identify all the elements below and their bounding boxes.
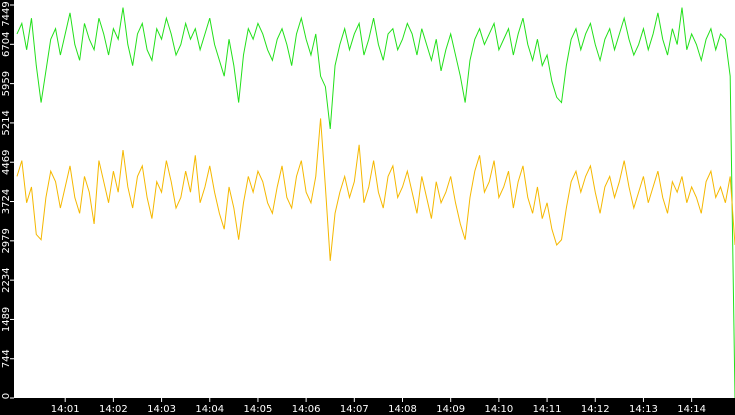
x-tick-label: 14:01 — [51, 404, 80, 415]
y-tick-label: 5214 — [1, 110, 12, 135]
x-tick-label: 14:06 — [292, 404, 321, 415]
x-tick-label: 14:13 — [629, 404, 658, 415]
y-tick-label: 3724 — [1, 189, 12, 214]
y-tick-label: 2234 — [1, 267, 12, 292]
y-tick-label: 2979 — [1, 228, 12, 253]
y-tick-label: 744 — [1, 349, 12, 368]
x-tick-label: 14:10 — [484, 404, 513, 415]
series-line — [16, 118, 735, 261]
y-tick-label: 0 — [1, 393, 12, 399]
y-tick-label: 4469 — [1, 149, 12, 174]
x-tick-label: 14:08 — [388, 404, 417, 415]
y-tick-label: 5959 — [1, 71, 12, 96]
x-tick-label: 14:02 — [99, 404, 128, 415]
y-tick-label: 7449 — [1, 1, 12, 26]
x-tick-label: 14:14 — [677, 404, 706, 415]
y-tick-label: 6704 — [1, 32, 12, 57]
plot-area — [14, 0, 735, 398]
x-tick-label: 14:12 — [581, 404, 610, 415]
x-tick-label: 14:04 — [195, 404, 224, 415]
series-line — [16, 7, 735, 399]
x-tick-label: 14:03 — [147, 404, 176, 415]
x-tick-label: 14:09 — [436, 404, 465, 415]
x-tick-label: 14:11 — [533, 404, 562, 415]
x-tick-label: 14:05 — [244, 404, 273, 415]
y-tick-label: 1489 — [1, 307, 12, 332]
x-tick-label: 14:07 — [340, 404, 369, 415]
